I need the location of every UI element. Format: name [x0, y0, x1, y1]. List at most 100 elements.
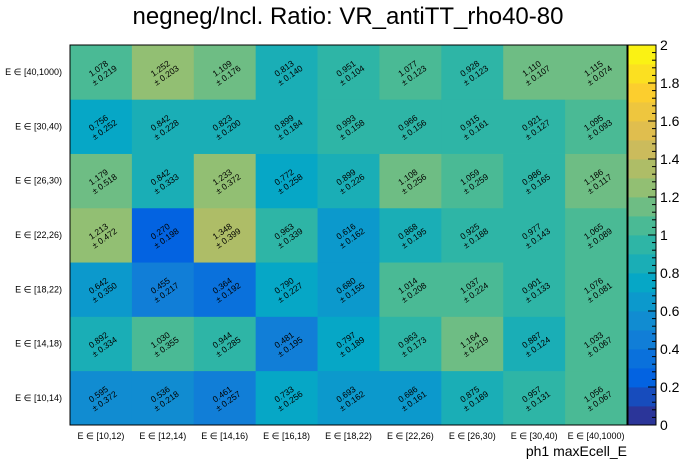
heatmap-cell	[379, 207, 442, 263]
heatmap-cell	[317, 99, 380, 154]
heatmap-cell	[255, 45, 318, 100]
color-scale-tick-label: 0.4	[660, 341, 680, 357]
heatmap-cell	[503, 262, 566, 317]
color-scale-bar: 0 0.2 0.4 0.6 0.8 1 1.2 1.4 1.6 1.8 2	[627, 37, 680, 433]
heatmap-cell	[131, 262, 195, 317]
color-scale-step	[628, 45, 656, 65]
plot-border	[69, 44, 628, 426]
x-tick-label: E ∈ [40,1000)	[568, 431, 625, 441]
color-scale-step	[628, 121, 656, 141]
heatmap-cell	[70, 99, 133, 154]
heatmap-cell	[441, 262, 504, 317]
color-scale-tick-label: 0	[660, 417, 668, 433]
plot-frame	[69, 44, 628, 426]
heatmap-cell	[317, 262, 380, 317]
heatmap-cell	[379, 316, 442, 372]
heatmap-cell	[565, 207, 628, 263]
x-axis-label: ph1 maxEcell_E	[526, 443, 627, 459]
heatmap-cell	[379, 99, 442, 154]
heatmap-cell	[441, 316, 504, 372]
heatmap-cell	[255, 370, 318, 426]
color-scale-step	[628, 330, 656, 350]
heatmap-cell	[193, 370, 257, 426]
heatmap-cell	[565, 99, 628, 154]
color-scale-tick-label: 0.6	[660, 303, 680, 319]
heatmap-cell	[70, 262, 133, 317]
heatmap-cell	[379, 370, 442, 426]
heatmap-cell	[565, 316, 628, 372]
color-scale-step	[628, 254, 656, 274]
heatmap-cell	[441, 153, 504, 209]
x-tick-label: E ∈ [10,12)	[78, 431, 125, 441]
color-scale-tick-label: 1.6	[660, 113, 680, 129]
heatmap-cell	[70, 153, 133, 209]
heatmap-cell	[317, 45, 380, 100]
heatmap-cell	[317, 207, 380, 263]
color-scale-step	[628, 197, 656, 217]
color-scale-tick-label: 0.8	[660, 265, 680, 281]
heatmap-cell	[70, 316, 133, 372]
heatmap-cell	[565, 370, 628, 426]
color-scale-tick-label: 1	[660, 227, 668, 243]
color-scale-tick-label: 0.2	[660, 379, 680, 395]
heatmap-cell	[565, 45, 628, 100]
heatmap-cell	[255, 99, 318, 154]
heatmap-cell	[255, 316, 318, 372]
heatmap-cell	[193, 262, 257, 317]
heatmap-cell	[441, 99, 504, 154]
y-tick-label: E ∈ [22,26)	[15, 230, 62, 240]
heatmap-cell	[565, 153, 628, 209]
y-tick-label: E ∈ [10,14)	[15, 393, 62, 403]
color-scale-step	[628, 406, 656, 426]
y-tick-label: E ∈ [26,30)	[15, 176, 62, 186]
y-axis-ticks: E ∈ [10,14) E ∈ [14,18) E ∈ [18,22) E ∈ [22…	[5, 67, 62, 403]
y-tick-label: E ∈ [14,18)	[15, 339, 62, 349]
color-scale-step	[628, 292, 656, 312]
color-scale-step	[628, 273, 656, 293]
heatmap-cell	[503, 316, 566, 372]
color-scale-step	[628, 387, 656, 407]
heatmap-cell	[503, 153, 566, 209]
heatmap-cell	[503, 99, 566, 154]
heatmap-cell	[441, 370, 504, 426]
heatmap-cell	[193, 99, 257, 154]
heatmap-cell	[193, 153, 257, 209]
cell-label-group: 1.056± 0.067	[582, 384, 614, 413]
color-scale-tick-label: 2	[660, 37, 668, 53]
heatmap-cell	[255, 262, 318, 317]
x-tick-label: E ∈ [22,26)	[387, 431, 434, 441]
color-scale-tick-label: 1.2	[660, 189, 680, 205]
heatmap-cell	[131, 45, 195, 100]
heatmap-cell	[193, 316, 257, 372]
heatmap-cell	[70, 45, 133, 100]
heatmap-cells	[70, 45, 628, 426]
heatmap-cell	[131, 370, 195, 426]
heatmap-cell	[131, 153, 195, 209]
chart-title: negneg/Incl. Ratio: VR_antiTT_rho40-80	[133, 3, 564, 30]
x-tick-label: E ∈ [18,22)	[325, 431, 372, 441]
heatmap-cell	[441, 45, 504, 100]
color-scale-step	[628, 311, 656, 331]
heatmap-cell	[379, 262, 442, 317]
x-tick-label: E ∈ [12,14)	[139, 431, 186, 441]
heatmap-cell	[441, 207, 504, 263]
color-scale-step	[628, 235, 656, 255]
color-scale-tick-label: 1.8	[660, 75, 680, 91]
x-tick-label: E ∈ [14,16)	[201, 431, 248, 441]
heatmap-cell	[317, 370, 380, 426]
y-tick-label: E ∈ [18,22)	[15, 284, 62, 294]
heatmap-cell	[193, 207, 257, 263]
heatmap-cell	[255, 153, 318, 209]
color-scale-step	[628, 216, 656, 236]
x-tick-label: E ∈ [16,18)	[263, 431, 310, 441]
heatmap-cell	[131, 316, 195, 372]
x-tick-label: E ∈ [26,30)	[449, 431, 496, 441]
heatmap-cell	[379, 45, 442, 100]
color-scale-step	[628, 140, 656, 160]
heatmap-cell	[131, 99, 195, 154]
heatmap-cell	[565, 262, 628, 317]
heatmap-cell	[131, 207, 195, 263]
heatmap-cell	[70, 207, 133, 263]
color-scale-tick-label: 1.4	[660, 151, 680, 167]
color-scale-step	[628, 349, 656, 369]
